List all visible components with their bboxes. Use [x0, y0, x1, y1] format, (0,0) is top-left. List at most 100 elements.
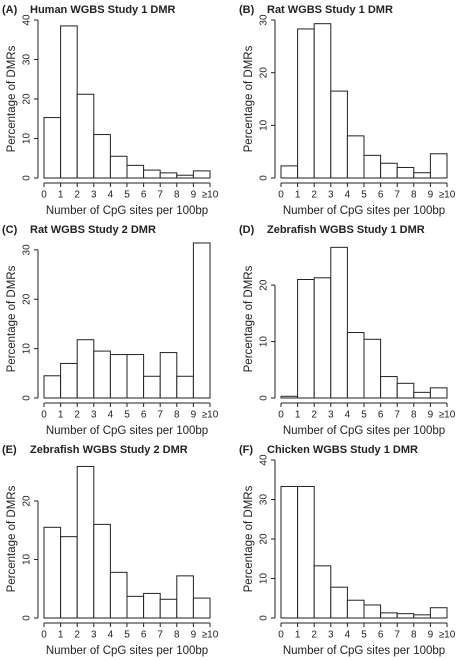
x-tick-label: 9: [191, 630, 197, 641]
x-tick-label: 4: [108, 410, 114, 421]
y-tick-label: 0: [22, 395, 33, 401]
bar: [109, 155, 128, 179]
bar: [43, 375, 62, 399]
bar: [363, 604, 382, 619]
bar: [330, 586, 348, 619]
y-tick-label: 20: [259, 533, 270, 545]
x-tick-label: 1: [295, 410, 301, 421]
x-tick-label: 6: [378, 190, 384, 201]
x-tick-label: 5: [124, 410, 130, 421]
x-tick-label: 1: [58, 410, 64, 421]
bar: [176, 575, 194, 619]
x-tick-label: 0: [278, 410, 284, 421]
x-tick-label: 1: [295, 190, 301, 201]
x-tick-label: 7: [394, 410, 400, 421]
x-tick-label: 5: [124, 190, 130, 201]
bar: [413, 172, 431, 179]
x-tick-label: 9: [191, 410, 197, 421]
chart-title: Rat WGBS Study 2 DMR: [30, 224, 156, 236]
y-tick-label: 0: [22, 175, 33, 181]
y-axis-title: Percentage of DMRs: [243, 265, 255, 372]
x-tick-label: 7: [157, 630, 163, 641]
y-tick-label: 40: [259, 454, 270, 466]
panel-label: (A): [2, 4, 18, 16]
x-tick-label: 4: [108, 190, 114, 201]
y-tick-label: 0: [22, 615, 33, 621]
x-tick-label: 5: [124, 630, 130, 641]
x-axis-title: Number of CpG sites per 100bp: [283, 205, 445, 217]
x-tick-label: 2: [311, 190, 317, 201]
x-tick-label: 1: [58, 630, 64, 641]
x-tick-label: 2: [74, 410, 80, 421]
y-tick-label: 20: [259, 67, 270, 79]
bar: [126, 354, 145, 399]
bar: [396, 382, 415, 399]
bar: [280, 395, 299, 399]
x-tick-label: 3: [91, 190, 97, 201]
x-axis-title: Number of CpG sites per 100bp: [46, 425, 208, 437]
x-tick-label: 9: [191, 190, 197, 201]
y-axis-title: Percentage of DMRs: [6, 45, 18, 152]
bar: [76, 93, 95, 179]
bar: [429, 607, 448, 619]
bar: [192, 170, 211, 179]
x-tick-label: 4: [345, 630, 351, 641]
x-tick-label: 3: [328, 190, 334, 201]
x-tick-label: 9: [428, 630, 434, 641]
bar: [413, 614, 431, 619]
bar: [76, 339, 95, 399]
bar: [297, 485, 315, 619]
chart-title: Zebrafish WGBS Study 1 DMR: [267, 224, 425, 236]
chart-title: Human WGBS Study 1 DMR: [30, 4, 176, 16]
y-tick-label: 30: [22, 54, 33, 66]
x-tick-label: 0: [278, 630, 284, 641]
bar: [109, 354, 128, 399]
x-tick-label: 7: [157, 190, 163, 201]
x-tick-label: 6: [141, 630, 147, 641]
x-tick-label: 1: [295, 630, 301, 641]
bar: [126, 595, 145, 619]
bar: [429, 387, 448, 399]
x-tick-label: ≥10: [439, 190, 456, 201]
bar: [363, 154, 382, 179]
x-tick-label: 6: [141, 410, 147, 421]
bar: [280, 165, 299, 179]
bar: [93, 523, 111, 619]
x-tick-label: 6: [378, 630, 384, 641]
x-tick-label: 1: [58, 190, 64, 201]
x-axis-title: Number of CpG sites per 100bp: [46, 205, 208, 217]
x-tick-label: 7: [394, 190, 400, 201]
bar: [192, 242, 211, 399]
x-tick-label: 0: [41, 630, 47, 641]
x-tick-label: 7: [394, 630, 400, 641]
bar: [280, 485, 299, 619]
chart-title: Chicken WGBS Study 1 DMR: [267, 444, 418, 456]
x-tick-label: 5: [361, 630, 367, 641]
x-tick-label: ≥10: [202, 410, 219, 421]
x-tick-label: 0: [41, 410, 47, 421]
bar: [380, 376, 398, 399]
bar: [380, 612, 398, 619]
bar: [330, 246, 348, 399]
bar: [60, 25, 78, 179]
x-tick-label: ≥10: [202, 630, 219, 641]
y-tick-label: 30: [22, 244, 33, 256]
y-tick-label: 10: [259, 119, 270, 131]
panel-label: (C): [2, 224, 18, 236]
y-tick-label: 20: [22, 495, 33, 507]
x-tick-label: 8: [411, 410, 417, 421]
x-tick-label: 3: [328, 410, 334, 421]
x-tick-label: ≥10: [439, 630, 456, 641]
y-tick-label: 0: [259, 395, 270, 401]
x-tick-label: 2: [74, 630, 80, 641]
y-tick-label: 0: [259, 175, 270, 181]
x-tick-label: 3: [91, 410, 97, 421]
bar: [109, 571, 128, 619]
y-axis-title: Percentage of DMRs: [243, 45, 255, 152]
